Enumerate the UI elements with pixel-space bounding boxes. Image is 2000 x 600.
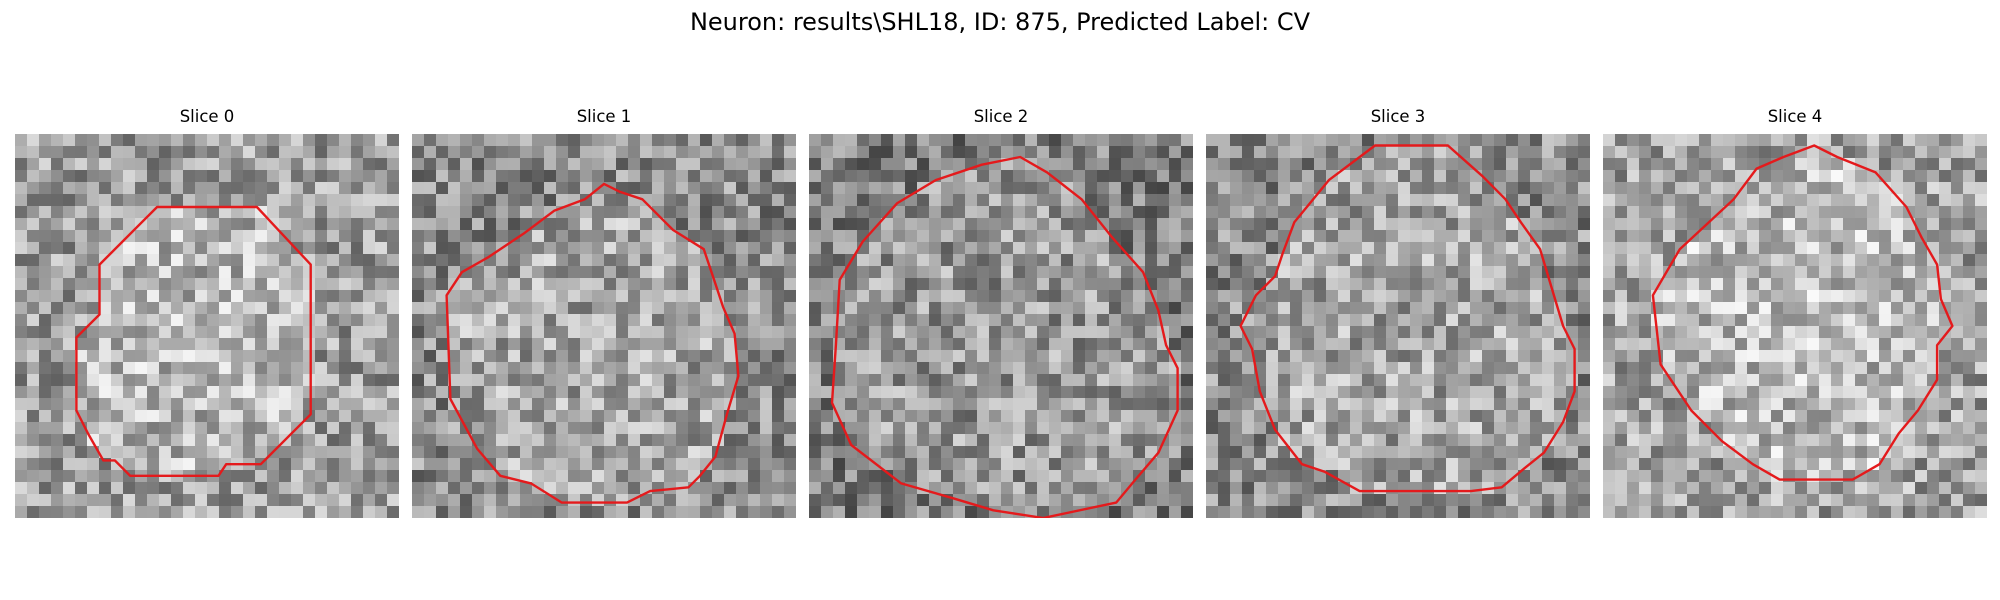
slice-title-3: Slice 3 bbox=[1370, 107, 1426, 126]
segmentation-contour-3 bbox=[1239, 144, 1576, 493]
slice-image-0 bbox=[15, 134, 399, 518]
slice-title-4: Slice 4 bbox=[1767, 107, 1823, 126]
slice-title-2: Slice 2 bbox=[973, 107, 1029, 126]
segmentation-contour-4 bbox=[1651, 144, 1954, 481]
segmentation-contour-0 bbox=[75, 205, 312, 477]
slice-image-4 bbox=[1603, 134, 1987, 518]
slice-title-1: Slice 1 bbox=[576, 107, 632, 126]
segmentation-contour-2 bbox=[830, 155, 1179, 518]
figure-title: Neuron: results\SHL18, ID: 875, Predicte… bbox=[689, 8, 1311, 36]
slice-title-0: Slice 0 bbox=[179, 107, 235, 126]
segmentation-contour-1 bbox=[445, 182, 740, 504]
slice-image-3 bbox=[1206, 134, 1590, 518]
slice-image-2 bbox=[809, 134, 1193, 518]
